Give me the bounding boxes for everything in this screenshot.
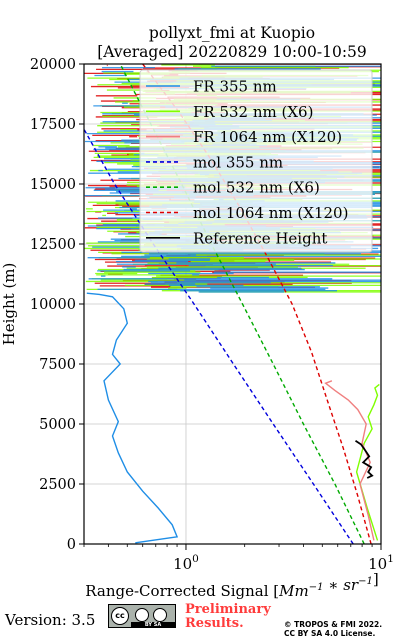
axes: 0 2500 5000 7500 10000 12500 15000 17500 20000 10… [30,57,394,573]
share-alike-icon [153,608,167,622]
legend-label: FR 1064 nm (X120) [193,128,342,146]
version-text: Version: 3.5 [5,611,96,629]
cc-license-badge: cc BY SA [108,604,176,628]
legend-label: FR 532 nm (X6) [193,103,313,121]
license-badge-text: BY SA [131,622,175,628]
y-axis-label: Height (m) [0,263,18,346]
copyright-text: © TROPOS & FMI 2022. CC BY SA 4.0 Licens… [284,620,382,638]
preliminary-notice: Preliminary Results. [185,603,271,631]
chart-subtitle: [Averaged] 20220829 10:00-10:59 [97,43,367,61]
legend-label: mol 355 nm [193,153,283,171]
preliminary-line1: Preliminary [185,602,271,617]
series-line-6 [355,440,374,479]
y-tick-label: 12500 [30,237,76,253]
y-tick-label: 17500 [30,117,76,133]
x-tick-label: 100 [173,553,199,573]
preliminary-line2: Results. [185,616,244,631]
legend-label: FR 355 nm [193,78,277,96]
legend-label: mol 532 nm (X6) [193,179,320,197]
x-axis-label: Range-Corrected Signal [Mm−1 ∗ sr−1] [85,570,378,600]
chart-title: pollyxt_fmi at Kuopio [149,24,315,42]
series-line-2 [324,380,375,541]
y-tick-label: 0 [67,537,76,553]
y-tick-label: 10000 [30,297,76,313]
attribution-icon [135,608,149,622]
chart: pollyxt_fmi at Kuopio [Averaged] 2022082… [0,24,394,600]
y-tick-label: 15000 [30,177,76,193]
series-line-0 [86,292,179,544]
y-tick-label: 2500 [39,477,76,493]
series-line-3 [84,127,354,544]
legend-label: mol 1064 nm (X120) [193,204,348,222]
copyright-line2: CC BY SA 4.0 License. [284,629,376,638]
y-tick-label: 20000 [30,57,76,73]
cc-icon: cc [111,607,129,625]
y-tick-label: 7500 [39,357,76,373]
legend: FR 355 nm FR 532 nm (X6) FR 1064 nm (X120)… [139,69,373,253]
y-tick-label: 5000 [39,417,76,433]
legend-label: Reference Height [193,229,327,247]
copyright-line1: © TROPOS & FMI 2022. [284,620,383,629]
legend-box [139,69,373,253]
